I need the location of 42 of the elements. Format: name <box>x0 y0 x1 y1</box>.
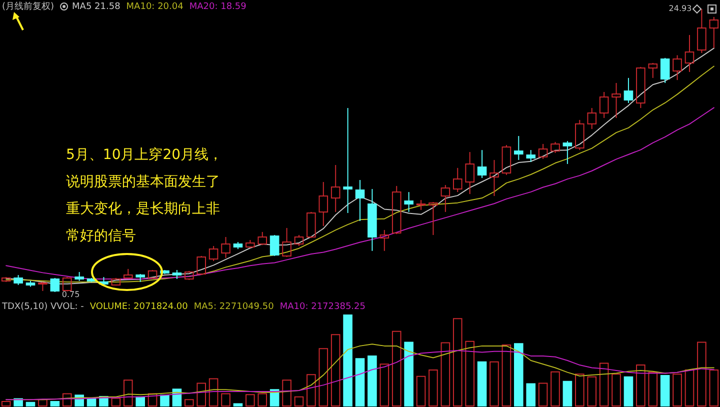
bar <box>562 380 572 406</box>
bar <box>477 361 487 406</box>
candlestick <box>465 152 474 195</box>
annotation: 24.93 <box>668 4 692 13</box>
bar <box>514 343 524 406</box>
candlestick <box>599 91 609 118</box>
text: MA10: 20.04 <box>126 2 184 12</box>
candlestick <box>368 188 377 252</box>
bar <box>343 314 352 406</box>
bar <box>233 403 243 406</box>
bar <box>50 400 60 406</box>
bar <box>660 375 670 406</box>
annotation: 0.75 <box>62 290 80 299</box>
candlestick <box>380 229 390 252</box>
bar <box>26 402 36 406</box>
bar <box>526 383 536 406</box>
text: VOLUME: 2071824.00 <box>90 302 188 312</box>
legend-label: MA5 21.58 <box>72 2 121 12</box>
bar <box>368 355 377 406</box>
bar <box>404 342 414 406</box>
candlestick <box>490 159 499 197</box>
candlestick <box>221 236 230 258</box>
candlestick <box>612 82 621 118</box>
candlestick <box>343 108 352 214</box>
candlestick <box>330 164 340 212</box>
candlestick <box>404 192 414 212</box>
bar <box>624 376 634 406</box>
text: MA20: 18.59 <box>189 2 247 12</box>
text: MA10: 2172385.25 <box>280 302 366 312</box>
text: MA5: 2271049.50 <box>194 302 274 312</box>
bar <box>355 358 365 406</box>
candlestick <box>355 179 365 222</box>
legend-title: TDX(5,10) VVOL: - <box>1 302 84 312</box>
bar <box>136 396 145 406</box>
annotation: 5月、10月上穿20月线，说明股票的基本面发生了重大变化，是长期向上非常好的信号 <box>66 147 223 244</box>
candlestick <box>587 108 597 130</box>
bar <box>160 394 170 406</box>
candlestick <box>318 181 328 226</box>
candlestick <box>684 34 694 72</box>
legend-title: (月线前复权) <box>2 1 54 12</box>
candlestick <box>514 135 524 160</box>
candlestick <box>672 54 682 81</box>
